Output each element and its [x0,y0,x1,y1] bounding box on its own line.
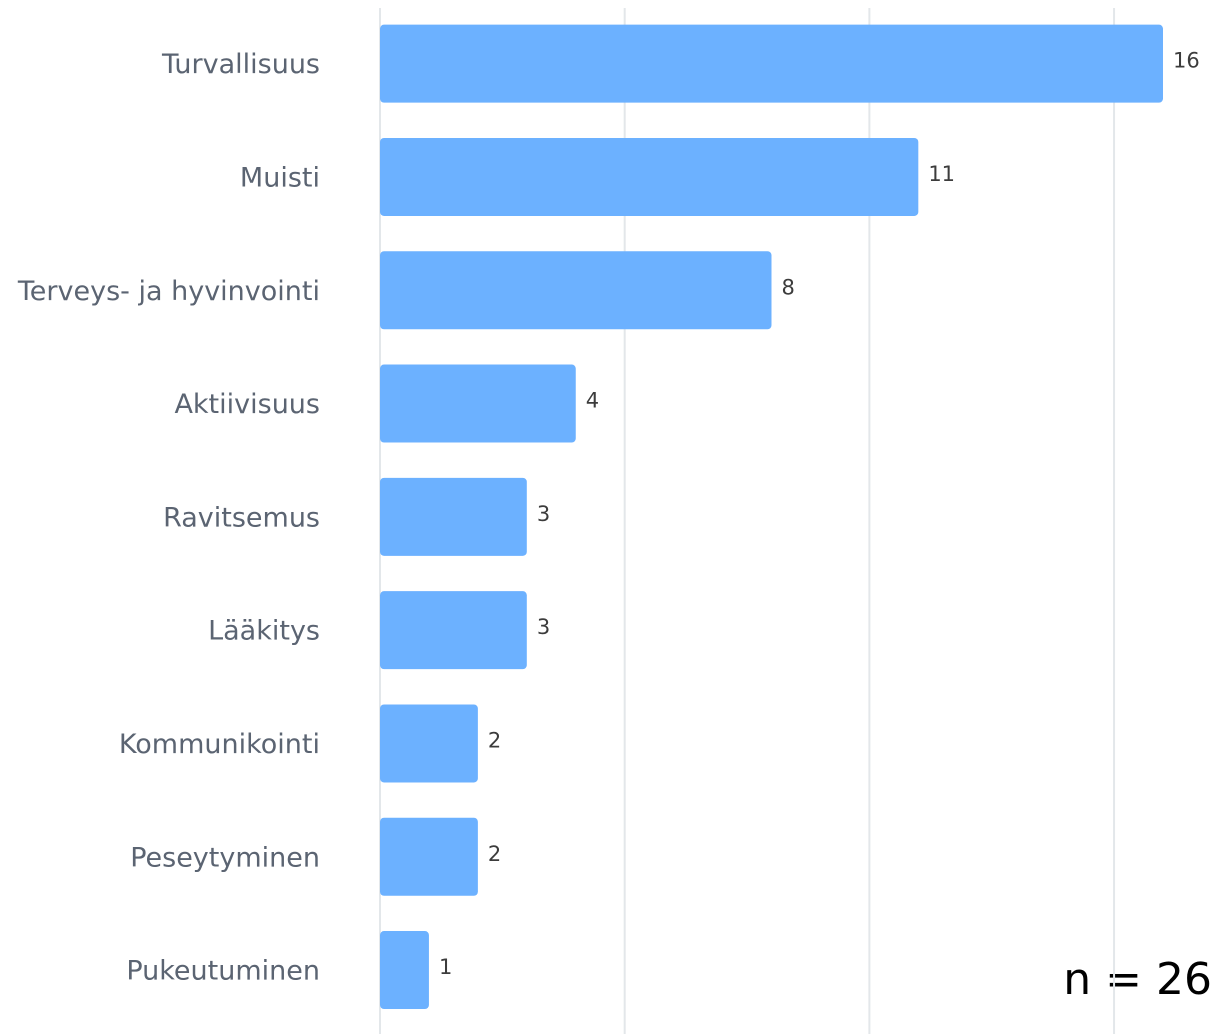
bar [380,817,478,896]
bar [380,251,772,330]
value-label: 4 [586,389,599,413]
value-label: 3 [537,615,550,639]
category-label: Aktiivisuus [174,389,320,420]
bar [380,24,1163,103]
value-label: 3 [537,502,550,526]
value-label: 2 [488,842,501,866]
value-label: 1 [439,955,452,979]
bar [380,137,919,216]
bar [380,704,478,783]
annotation: n = 26 [1063,954,1212,1005]
bar [380,364,576,443]
category-label: Ravitsemus [163,502,320,533]
bar [380,477,527,556]
value-label: 11 [928,162,955,186]
bar [380,591,527,670]
category-label: Turvallisuus [161,49,320,80]
category-label: Muisti [240,162,320,193]
value-label: 2 [488,728,501,752]
value-label: 8 [782,275,795,299]
bar [380,931,429,1010]
category-label: Lääkitys [208,616,320,647]
category-label: Peseytyminen [130,842,320,873]
category-label: Kommunikointi [119,729,320,760]
category-label: Pukeutuminen [126,956,320,987]
value-label: 16 [1173,49,1200,73]
category-label: Terveys- ja hyvinvointi [17,276,320,307]
